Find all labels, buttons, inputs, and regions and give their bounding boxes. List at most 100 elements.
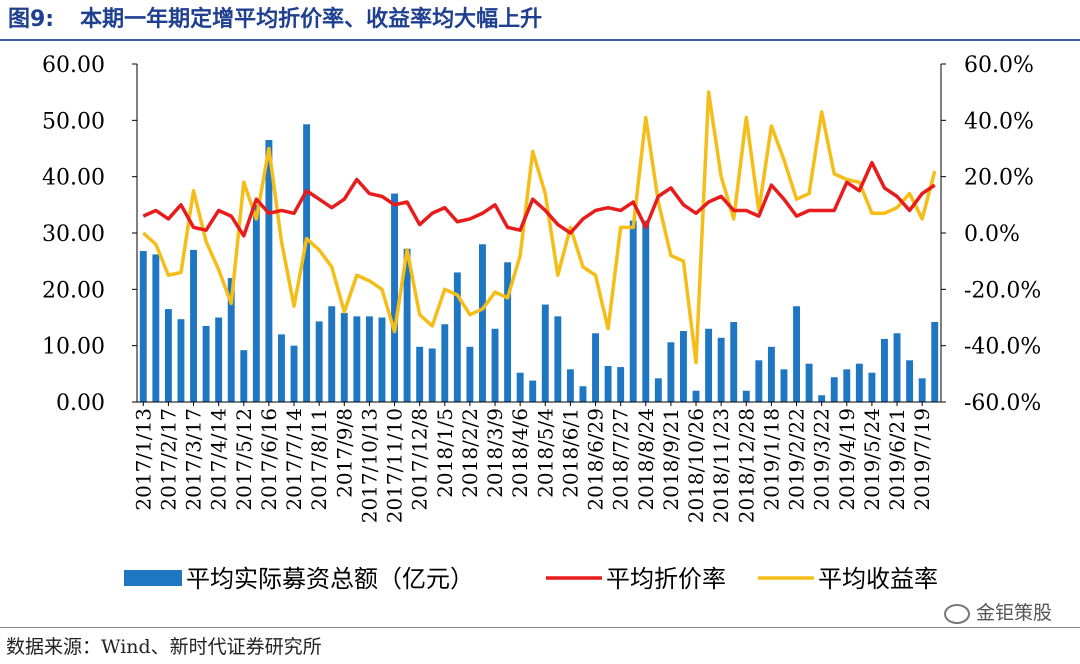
x-axis-tick-label: 2018/3/9	[483, 408, 507, 498]
discount-rate-line	[142, 160, 936, 238]
bar	[654, 378, 662, 402]
bar	[541, 304, 549, 402]
bar	[767, 346, 775, 402]
bar	[629, 220, 637, 402]
bar	[843, 369, 851, 402]
bar	[202, 325, 210, 402]
return-rate-line	[142, 90, 937, 365]
x-axis-tick-label: 2017/7/14	[282, 408, 306, 511]
wechat-icon	[943, 603, 970, 624]
x-axis-tick-label: 2017/12/8	[408, 408, 432, 511]
x-axis-tick-label: 2018/6/1	[558, 408, 582, 498]
left-axis-tick-label: 10.00	[42, 335, 105, 360]
x-axis-tick-label: 2017/5/12	[232, 408, 256, 511]
x-axis-tick-label: 2017/10/13	[357, 408, 381, 523]
bar	[453, 272, 461, 402]
bar	[529, 380, 537, 402]
bar	[391, 193, 398, 402]
bar	[190, 249, 197, 402]
bar	[818, 395, 826, 402]
x-axis-tick-label: 2018/7/27	[609, 408, 633, 511]
bar	[642, 220, 650, 402]
bar	[353, 316, 361, 402]
bar	[805, 363, 813, 402]
right-axis-tick-label: 60.0%	[964, 53, 1034, 78]
bar	[403, 248, 411, 402]
bar	[328, 306, 336, 402]
bar	[491, 328, 499, 402]
title-divider	[0, 39, 1080, 41]
x-axis-tick-label: 2018/2/2	[458, 408, 482, 498]
x-axis-tick-label: 2019/1/18	[759, 408, 783, 511]
bar	[855, 363, 863, 402]
bar	[579, 386, 587, 402]
bar	[466, 346, 474, 402]
watermark-text: 金钜策股	[975, 602, 1052, 624]
left-axis-tick-label: 50.00	[42, 109, 105, 134]
right-axis-tick-label: 0.0%	[964, 222, 1020, 247]
bar	[604, 365, 612, 402]
bar	[592, 333, 599, 402]
bar	[278, 334, 285, 402]
bar	[742, 390, 750, 402]
right-axis-tick-label: -20.0%	[964, 278, 1041, 303]
bar	[240, 350, 248, 402]
right-axis-tick-label: -40.0%	[964, 335, 1041, 360]
x-axis-tick-label: 2017/4/14	[207, 408, 231, 511]
figure-title-text: 本期一年期定增平均折价率、收益率均大幅上升	[80, 7, 543, 32]
bar	[441, 324, 449, 402]
bar	[868, 372, 876, 402]
x-axis-tick-label: 2018/11/23	[709, 408, 733, 523]
bar	[265, 140, 273, 403]
legend-label-funding: 平均实际募资总额（亿元）	[186, 565, 474, 593]
legend-label-return: 平均收益率	[818, 565, 938, 593]
x-axis-tick-label: 2018/8/24	[634, 408, 658, 511]
bar	[227, 278, 235, 402]
x-axis-tick-label: 2018/4/6	[508, 408, 532, 498]
source-note: 数据来源：Wind、新时代证券研究所	[6, 636, 322, 658]
x-axis-tick-label: 2017/8/11	[307, 408, 331, 511]
bar	[428, 348, 436, 402]
bar	[340, 312, 348, 402]
legend-swatch-funding	[124, 570, 182, 586]
bar	[893, 333, 901, 402]
bar	[705, 328, 713, 402]
left-axis-tick-label: 0.00	[56, 391, 105, 416]
x-axis-tick-label: 2017/1/13	[131, 408, 155, 511]
bar	[780, 369, 788, 402]
bar	[290, 345, 298, 402]
x-axis-tick-label: 2017/11/10	[383, 408, 407, 523]
bar	[315, 321, 323, 402]
x-axis-tick-label: 2019/3/22	[810, 408, 834, 511]
x-axis-tick-label: 2018/10/26	[684, 408, 708, 523]
bar	[717, 337, 725, 402]
bar	[303, 124, 311, 402]
x-axis-tick-label: 2017/3/17	[182, 408, 206, 511]
bar	[881, 338, 888, 402]
bar	[667, 342, 675, 402]
source-divider	[0, 627, 1080, 628]
x-axis-tick-label: 2019/2/22	[785, 408, 809, 511]
left-axis-tick-label: 40.00	[42, 166, 105, 191]
right-axis-tick-label: 20.0%	[964, 166, 1034, 191]
bar	[177, 319, 185, 402]
legend-label-discount: 平均折价率	[606, 565, 726, 593]
bar	[516, 372, 524, 402]
bar	[692, 390, 700, 402]
bar	[365, 316, 373, 402]
bar	[152, 254, 160, 402]
x-axis-tick-label: 2018/5/4	[533, 408, 557, 498]
bar	[617, 367, 625, 402]
right-axis-tick-label: 40.0%	[964, 109, 1034, 134]
right-axis-tick-label: -60.0%	[964, 391, 1041, 416]
bar	[252, 204, 260, 402]
bar	[566, 369, 574, 402]
x-axis-tick-label: 2018/12/28	[734, 408, 758, 523]
x-axis-tick-label: 2018/1/5	[433, 408, 457, 498]
x-axis-tick-label: 2017/6/16	[257, 408, 281, 511]
x-axis-tick-label: 2019/5/24	[860, 408, 884, 511]
bar	[215, 317, 223, 402]
x-axis-tick-label: 2018/9/21	[659, 408, 683, 511]
bar	[830, 377, 838, 402]
left-axis-tick-label: 20.00	[42, 278, 105, 303]
